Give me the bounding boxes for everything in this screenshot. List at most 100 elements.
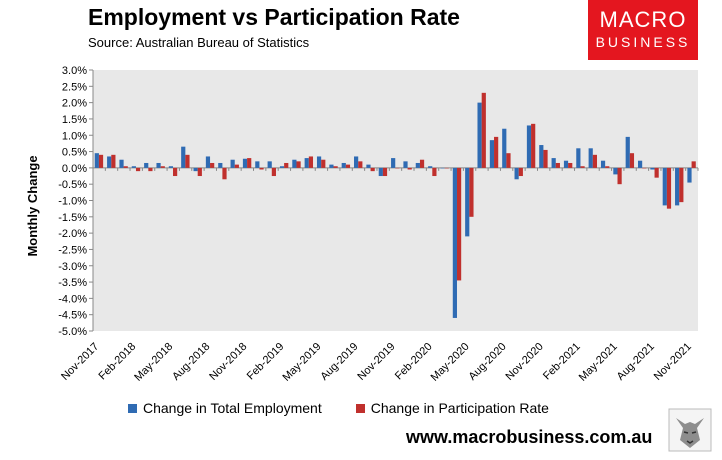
- bar-participation: [395, 167, 400, 169]
- bar-participation: [135, 167, 141, 172]
- bar-employment: [168, 166, 174, 168]
- bar-employment: [279, 166, 285, 168]
- bar-participation: [247, 158, 252, 168]
- chart-title: Employment vs Participation Rate: [88, 4, 460, 30]
- brand-logo: MACRO BUSINESS: [588, 0, 698, 60]
- bar-participation: [654, 167, 659, 178]
- x-tick-label: Aug-2018: [170, 341, 212, 383]
- x-tick-label: May-2020: [429, 341, 472, 384]
- bar-participation: [419, 159, 425, 168]
- x-tick-label: Nov-2019: [355, 341, 397, 383]
- bar-employment: [119, 159, 124, 168]
- source-note: Source: Australian Bureau of Statistics: [88, 35, 310, 50]
- bar-participation: [197, 167, 202, 177]
- bar-participation: [370, 167, 375, 172]
- bar-participation: [494, 136, 499, 168]
- logo-line-1: MACRO: [599, 7, 687, 32]
- bar-participation: [568, 162, 573, 168]
- y-tick-label: -3.5%: [58, 277, 87, 289]
- plot-background: [93, 70, 698, 331]
- bar-employment: [502, 128, 507, 168]
- y-axis-label: Monthly Change: [25, 155, 40, 256]
- bar-participation: [210, 162, 215, 168]
- bar-employment: [94, 153, 99, 168]
- x-tick-label: Nov-2021: [652, 341, 694, 383]
- bar-employment: [551, 158, 556, 168]
- bar-participation: [98, 154, 104, 168]
- x-tick-label: May-2021: [577, 341, 620, 384]
- bar-employment: [452, 167, 457, 318]
- bar-participation: [173, 167, 178, 177]
- bar-participation: [518, 167, 523, 177]
- x-tick-label: Aug-2020: [467, 341, 509, 383]
- bar-participation: [308, 156, 314, 168]
- bar-employment: [563, 160, 569, 168]
- bar-participation: [691, 161, 696, 168]
- bar-participation: [456, 167, 462, 281]
- bar-employment: [675, 167, 680, 206]
- bar-participation: [531, 123, 536, 168]
- bar-participation: [259, 167, 264, 170]
- bar-participation: [481, 92, 486, 168]
- x-tick-label: Aug-2021: [615, 341, 657, 383]
- bar-participation: [123, 166, 128, 168]
- legend-item-participation: Change in Participation Rate: [355, 400, 549, 416]
- bar-participation: [555, 162, 560, 168]
- website-url: www.macrobusiness.com.au: [406, 427, 653, 447]
- x-tick-label: May-2018: [132, 341, 175, 384]
- bar-participation: [605, 166, 610, 168]
- bar-participation: [382, 167, 388, 177]
- bar-participation: [111, 154, 116, 168]
- bar-employment: [477, 102, 482, 168]
- x-tick-label: Nov-2018: [207, 341, 249, 383]
- bar-employment: [588, 148, 593, 168]
- bar-participation: [679, 167, 684, 203]
- bar-employment: [465, 167, 470, 237]
- legend: Change in Total Employment Change in Par…: [128, 400, 549, 416]
- bar-participation: [617, 167, 622, 185]
- bar-participation: [629, 153, 635, 168]
- bar-participation: [222, 167, 227, 180]
- y-tick-label: 2.0%: [62, 98, 87, 110]
- bar-participation: [333, 166, 338, 168]
- bar-employment: [144, 162, 149, 168]
- y-tick-label: -2.5%: [58, 244, 87, 256]
- bar-participation: [185, 154, 190, 168]
- bar-employment: [428, 166, 433, 168]
- bar-employment: [267, 161, 272, 168]
- participation-series: [98, 92, 696, 281]
- bar-employment: [539, 145, 544, 168]
- bar-chart: 3.0% 2.5% 2.0% 1.5% 1.0% 0.5% 0.0% -0.5% -1.0% -1…: [25, 65, 699, 384]
- bar-participation: [160, 166, 165, 168]
- legend-item-employment: Change in Total Employment: [128, 400, 322, 416]
- bar-participation: [345, 164, 351, 168]
- bar-employment: [156, 162, 161, 168]
- bar-participation: [148, 167, 153, 172]
- y-tick-label: 0.5%: [62, 147, 87, 159]
- bar-employment: [193, 167, 198, 172]
- bar-participation: [271, 167, 276, 177]
- bar-employment: [650, 167, 655, 170]
- bar-employment: [440, 167, 445, 169]
- bar-employment: [304, 158, 309, 168]
- employment-series: [94, 102, 692, 318]
- y-tick-label: 3.0%: [62, 65, 87, 77]
- y-tick-label: -5.0%: [58, 326, 87, 338]
- bar-participation: [666, 167, 672, 209]
- bar-employment: [230, 159, 235, 168]
- bar-employment: [526, 125, 532, 168]
- bar-employment: [378, 167, 383, 177]
- bar-employment: [341, 162, 346, 168]
- logo-line-2: BUSINESS: [595, 34, 691, 50]
- bar-employment: [687, 167, 692, 183]
- bar-employment: [576, 148, 581, 168]
- y-axis-ticks: 3.0% 2.5% 2.0% 1.5% 1.0% 0.5% 0.0% -0.5% -1.0% -1…: [58, 65, 93, 338]
- bar-employment: [354, 156, 359, 168]
- bar-employment: [415, 162, 420, 168]
- bar-employment: [489, 140, 495, 168]
- y-tick-label: 0.0%: [62, 163, 87, 175]
- bar-participation: [506, 153, 511, 168]
- bar-participation: [407, 167, 412, 170]
- bar-participation: [642, 167, 647, 169]
- bar-employment: [366, 164, 371, 168]
